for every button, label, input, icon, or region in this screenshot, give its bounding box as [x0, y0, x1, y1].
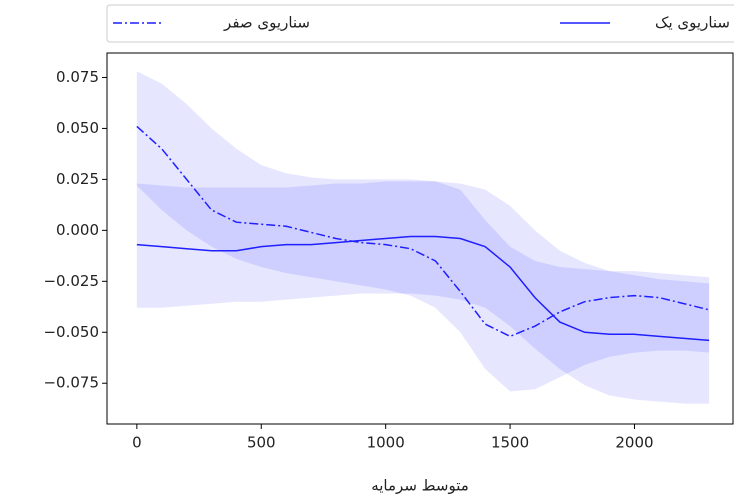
- x-tick-label: 2000: [615, 434, 653, 452]
- y-tick-label: 0.025: [56, 170, 99, 188]
- y-tick-label: 0.000: [56, 221, 99, 239]
- confidence-band: [136, 181, 710, 404]
- confidence-band: [136, 71, 710, 392]
- y-tick-label: 0.075: [56, 68, 99, 86]
- series-line: [136, 125, 710, 338]
- legend-label: سناریوی صفر: [223, 14, 310, 32]
- legend-label: سناریوی یک: [655, 14, 730, 32]
- x-tick-label: 0: [132, 434, 142, 452]
- y-tick-label: −0.050: [43, 323, 99, 341]
- x-tick-label: 500: [247, 434, 276, 452]
- plot-frame: [106, 52, 734, 425]
- x-axis-label: متوسط سرمایه: [371, 477, 469, 495]
- x-tick-label: 1000: [367, 434, 405, 452]
- legend-box: [106, 4, 734, 43]
- y-tick-label: 0.050: [56, 119, 99, 137]
- y-tick-label: −0.075: [43, 374, 99, 392]
- x-tick-label: 1500: [491, 434, 529, 452]
- series-line: [136, 235, 710, 342]
- y-tick-label: −0.025: [43, 272, 99, 290]
